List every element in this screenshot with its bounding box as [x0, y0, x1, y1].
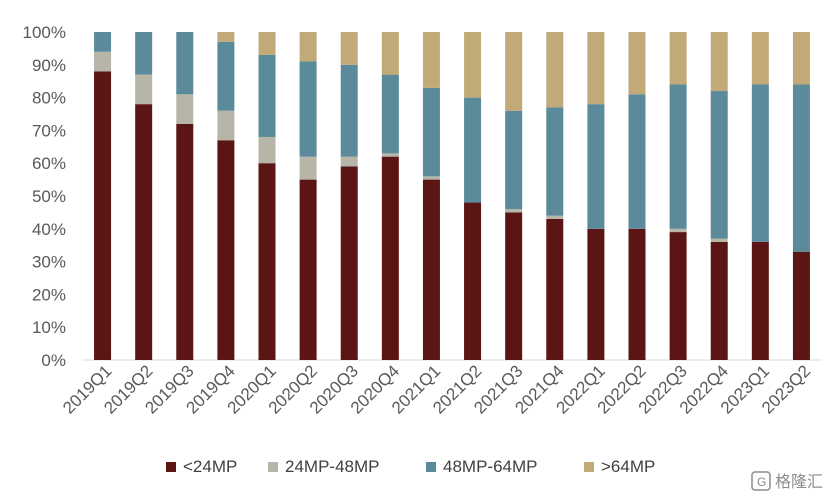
bar-segment-2020Q3-series-2 — [340, 156, 358, 167]
bar-segment-2020Q2-series-1 — [299, 179, 317, 360]
bar-segment-2020Q3-series-4 — [340, 32, 358, 65]
legend-swatch — [268, 462, 278, 472]
bar-segment-2020Q2-series-3 — [299, 61, 317, 157]
bar-segment-2020Q3-series-3 — [340, 64, 358, 157]
y-tick-label: 80% — [32, 89, 66, 108]
bar-segment-2021Q4-series-3 — [546, 107, 564, 216]
x-axis: 2019Q12019Q22019Q32019Q42020Q12020Q22020… — [59, 361, 814, 417]
bar-segment-2020Q1-series-1 — [258, 163, 276, 360]
legend-swatch — [166, 462, 176, 472]
legend-label: 48MP-64MP — [443, 457, 537, 476]
bar-segment-2023Q2-series-3 — [792, 84, 810, 252]
bar-segment-2020Q1-series-4 — [258, 32, 276, 55]
bar-segment-2022Q4-series-3 — [710, 91, 728, 239]
bar-segment-2020Q2-series-2 — [299, 156, 317, 180]
bar-segment-2021Q1-series-4 — [422, 32, 440, 88]
y-tick-label: 40% — [32, 220, 66, 239]
bar-segment-2023Q1-series-1 — [751, 241, 769, 360]
bar-segment-2022Q4-series-4 — [710, 32, 728, 92]
bar-segment-2022Q1-series-1 — [587, 228, 605, 360]
bar-segment-2023Q1-series-3 — [751, 84, 769, 242]
y-tick-label: 30% — [32, 253, 66, 272]
y-tick-label: 90% — [32, 56, 66, 75]
bar-segment-2022Q1-series-4 — [587, 32, 605, 105]
y-tick-label: 50% — [32, 187, 66, 206]
bar-segment-2023Q2-series-1 — [792, 251, 810, 360]
bar-segment-2022Q2-series-4 — [628, 32, 646, 95]
bar-segment-2021Q1-series-3 — [422, 87, 440, 177]
legend: <24MP 24MP-48MP 48MP-64MP >64MP — [166, 457, 655, 476]
bar-segment-2020Q3-series-1 — [340, 166, 358, 360]
bar-segment-2019Q3-series-3 — [176, 32, 194, 95]
y-tick-label: 100% — [23, 23, 66, 42]
bar-segment-2022Q1-series-3 — [587, 104, 605, 229]
bar-segment-2022Q2-series-1 — [628, 228, 646, 360]
legend-swatch — [584, 462, 594, 472]
bar-segment-2021Q1-series-2 — [422, 176, 440, 180]
bar-segment-2021Q3-series-3 — [505, 110, 523, 210]
bar-segment-2023Q1-series-4 — [751, 32, 769, 85]
bar-segment-2022Q3-series-1 — [669, 232, 687, 360]
bar-segment-2019Q3-series-1 — [176, 123, 194, 360]
legend-swatch — [426, 462, 436, 472]
bar-segment-2021Q2-series-4 — [464, 32, 482, 98]
bar-segment-2022Q2-series-3 — [628, 94, 646, 229]
bar-segment-2022Q4-series-2 — [710, 238, 728, 242]
bar-segment-2021Q1-series-1 — [422, 179, 440, 360]
bar-segment-2019Q4-series-1 — [217, 140, 235, 360]
bar-segment-2021Q4-series-2 — [546, 215, 564, 219]
bar-segment-2021Q2-series-3 — [464, 97, 482, 203]
bar-segment-2021Q2-series-1 — [464, 202, 482, 360]
bar-segment-2019Q3-series-2 — [176, 94, 194, 124]
bar-segment-2019Q1-series-2 — [94, 51, 112, 72]
watermark: G 格隆汇 — [751, 471, 823, 491]
y-tick-label: 60% — [32, 154, 66, 173]
bars — [94, 32, 810, 361]
legend-label: <24MP — [183, 457, 237, 476]
bar-segment-2019Q1-series-3 — [94, 32, 112, 52]
bar-segment-2020Q1-series-3 — [258, 54, 276, 137]
bar-segment-2020Q1-series-2 — [258, 136, 276, 164]
bar-segment-2020Q4-series-2 — [381, 153, 399, 157]
bar-segment-2021Q4-series-1 — [546, 218, 564, 360]
legend-label: 24MP-48MP — [285, 457, 379, 476]
bar-segment-2021Q3-series-2 — [505, 209, 523, 213]
bar-segment-2019Q4-series-2 — [217, 110, 235, 141]
watermark-logo-icon — [751, 471, 771, 491]
bar-segment-2019Q4-series-4 — [217, 32, 235, 42]
y-axis: 0% 10% 20% 30% 40% 50% 60% 70% 80% 90% 100% — [23, 23, 66, 370]
bar-segment-2019Q2-series-1 — [135, 104, 153, 360]
bar-segment-2021Q3-series-4 — [505, 32, 523, 111]
watermark-logo-letter: G — [757, 475, 766, 489]
bar-segment-2019Q2-series-2 — [135, 74, 153, 105]
bar-segment-2020Q2-series-4 — [299, 32, 317, 62]
bar-segment-2021Q3-series-1 — [505, 212, 523, 360]
bar-segment-2021Q4-series-4 — [546, 32, 564, 108]
bar-segment-2022Q3-series-3 — [669, 84, 687, 229]
bar-segment-2022Q3-series-4 — [669, 32, 687, 85]
y-tick-label: 0% — [41, 351, 66, 370]
y-tick-label: 10% — [32, 318, 66, 337]
bar-segment-2019Q1-series-1 — [94, 71, 112, 361]
bar-segment-2022Q4-series-1 — [710, 241, 728, 360]
bar-segment-2020Q4-series-1 — [381, 156, 399, 360]
y-tick-label: 70% — [32, 121, 66, 140]
bar-segment-2020Q4-series-3 — [381, 74, 399, 154]
bar-segment-2020Q4-series-4 — [381, 32, 399, 75]
bar-segment-2019Q4-series-3 — [217, 41, 235, 111]
bar-segment-2022Q3-series-2 — [669, 228, 687, 233]
bar-segment-2023Q2-series-4 — [792, 32, 810, 85]
bar-segment-2019Q2-series-3 — [135, 32, 153, 75]
legend-label: >64MP — [601, 457, 655, 476]
y-tick-label: 20% — [32, 285, 66, 304]
watermark-text: 格隆汇 — [775, 473, 823, 491]
